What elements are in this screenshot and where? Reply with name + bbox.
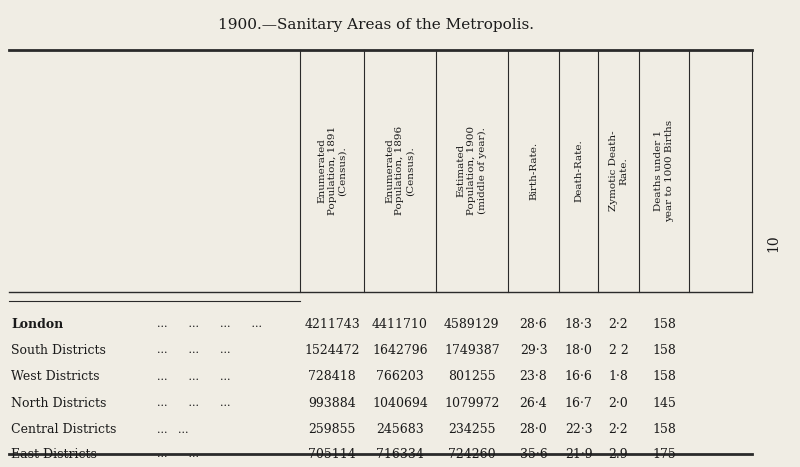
Text: 145: 145 <box>652 397 676 410</box>
Text: 29·3: 29·3 <box>520 344 547 357</box>
Text: 28·6: 28·6 <box>520 318 547 331</box>
Text: Enumerated
Population, 1896
(Census).: Enumerated Population, 1896 (Census). <box>385 126 415 215</box>
Text: 21·9: 21·9 <box>565 447 592 460</box>
Text: ...   ...: ... ... <box>157 425 188 435</box>
Text: 1524472: 1524472 <box>305 344 360 357</box>
Text: 245683: 245683 <box>376 424 424 436</box>
Text: West Districts: West Districts <box>11 370 99 383</box>
Text: ...      ...      ...      ...: ... ... ... ... <box>157 319 262 329</box>
Text: 4589129: 4589129 <box>444 318 499 331</box>
Text: ...      ...: ... ... <box>157 449 199 459</box>
Text: 158: 158 <box>652 318 676 331</box>
Text: Estimated
Population, 1900
(middle of year).: Estimated Population, 1900 (middle of ye… <box>457 126 486 215</box>
Text: 993884: 993884 <box>308 397 356 410</box>
Text: Birth-Rate.: Birth-Rate. <box>529 142 538 200</box>
Text: 1·8: 1·8 <box>609 370 628 383</box>
Text: 728418: 728418 <box>308 370 356 383</box>
Text: 259855: 259855 <box>309 424 356 436</box>
Text: ...      ...      ...: ... ... ... <box>157 398 230 409</box>
Text: 1749387: 1749387 <box>444 344 499 357</box>
Text: 2·0: 2·0 <box>609 397 628 410</box>
Text: 175: 175 <box>652 447 676 460</box>
Text: Central Districts: Central Districts <box>11 424 116 436</box>
Text: Enumerated
Population, 1891
(Census).: Enumerated Population, 1891 (Census). <box>318 126 347 215</box>
Text: 22·3: 22·3 <box>565 424 592 436</box>
Text: ...      ...      ...: ... ... ... <box>157 372 230 382</box>
Text: 801255: 801255 <box>448 370 495 383</box>
Text: 1642796: 1642796 <box>372 344 428 357</box>
Text: 18·3: 18·3 <box>565 318 593 331</box>
Text: 158: 158 <box>652 424 676 436</box>
Text: 2·2: 2·2 <box>609 424 628 436</box>
Text: 23·8: 23·8 <box>520 370 547 383</box>
Text: ...      ...      ...: ... ... ... <box>157 346 230 355</box>
Text: 1900.—Sanitary Areas of the Metropolis.: 1900.—Sanitary Areas of the Metropolis. <box>218 18 534 32</box>
Text: 2·2: 2·2 <box>609 318 628 331</box>
Text: North Districts: North Districts <box>11 397 106 410</box>
Text: 16·7: 16·7 <box>565 397 593 410</box>
Text: South Districts: South Districts <box>11 344 106 357</box>
Text: Zymotic Death-
Rate.: Zymotic Death- Rate. <box>609 130 628 211</box>
Text: 4211743: 4211743 <box>304 318 360 331</box>
Text: 10: 10 <box>766 234 780 252</box>
Text: 2.9: 2.9 <box>609 447 628 460</box>
Text: 705114: 705114 <box>308 447 356 460</box>
Text: 35·6: 35·6 <box>520 447 547 460</box>
Text: 724260: 724260 <box>448 447 495 460</box>
Text: 16·6: 16·6 <box>565 370 593 383</box>
Text: 158: 158 <box>652 370 676 383</box>
Text: London: London <box>11 318 63 331</box>
Text: 26·4: 26·4 <box>520 397 547 410</box>
Text: 28·0: 28·0 <box>520 424 547 436</box>
Text: Death-Rate.: Death-Rate. <box>574 140 583 202</box>
Text: 716334: 716334 <box>376 447 424 460</box>
Text: 766203: 766203 <box>376 370 424 383</box>
Text: 158: 158 <box>652 344 676 357</box>
Text: 234255: 234255 <box>448 424 495 436</box>
Text: 2 2: 2 2 <box>609 344 628 357</box>
Text: Deaths under 1
year to 1000 Births: Deaths under 1 year to 1000 Births <box>654 120 674 222</box>
Text: 1040694: 1040694 <box>372 397 428 410</box>
Text: 18·0: 18·0 <box>565 344 593 357</box>
Text: 4411710: 4411710 <box>372 318 428 331</box>
Text: 1079972: 1079972 <box>444 397 499 410</box>
Text: East Districts: East Districts <box>11 447 97 460</box>
